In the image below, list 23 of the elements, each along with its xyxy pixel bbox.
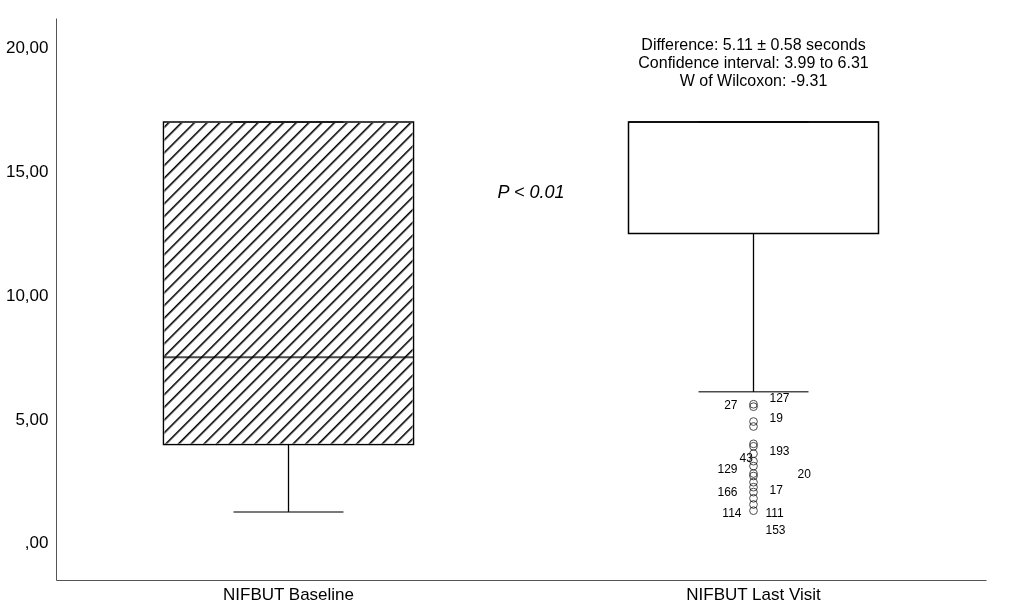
annotation: 129 bbox=[717, 462, 738, 476]
annotation: 193 bbox=[769, 444, 790, 458]
annotation: 19 bbox=[769, 411, 784, 425]
annotation: 27 bbox=[724, 398, 738, 412]
y-tick-label: 10,00 bbox=[5, 285, 49, 305]
annotation: 153 bbox=[765, 523, 786, 537]
annotation: 17 bbox=[769, 483, 784, 497]
annotation: Difference: 5.11 ± 0.58 seconds bbox=[641, 36, 866, 53]
x-tick-label: NIFBUT Baseline bbox=[222, 584, 355, 604]
x-tick-label: NIFBUT Last Visit bbox=[686, 584, 822, 604]
y-tick-label: 20,00 bbox=[5, 38, 49, 58]
y-tick-label: 15,00 bbox=[5, 162, 49, 181]
annotation: 114 bbox=[722, 506, 742, 520]
annotation: P < 0.01 bbox=[497, 182, 565, 202]
annotation: 166 bbox=[717, 485, 738, 499]
y-tick-label: 5,00 bbox=[15, 409, 49, 429]
annotation: 127 bbox=[769, 391, 790, 405]
y-tick-label: ,00 bbox=[24, 533, 49, 553]
annotation: W of Wilcoxon: -9.31 bbox=[679, 72, 828, 89]
annotation: 111 bbox=[765, 506, 785, 520]
annotation: Confidence interval: 3.99 to 6.31 bbox=[638, 54, 869, 71]
annotation: 20 bbox=[797, 467, 812, 481]
annotation: 43 bbox=[739, 451, 754, 465]
